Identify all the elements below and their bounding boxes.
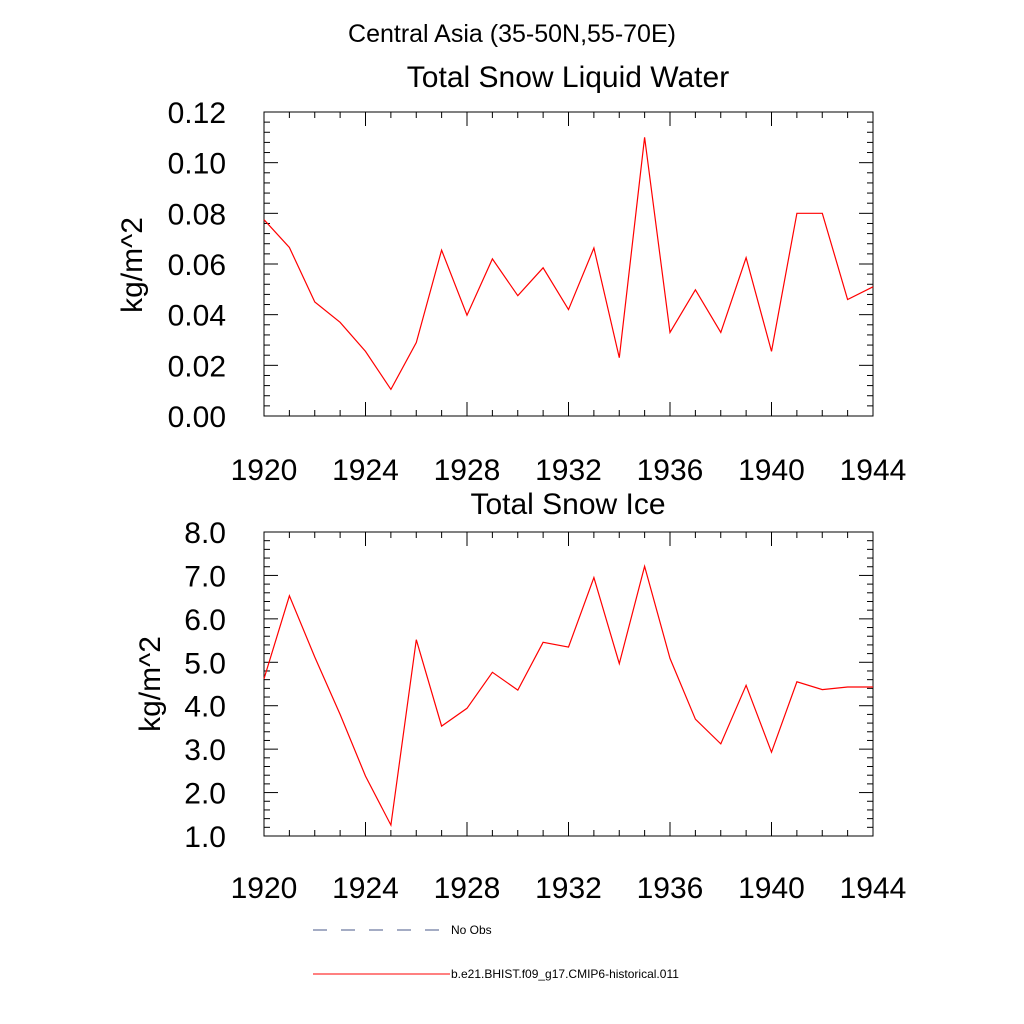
plot-frame xyxy=(263,111,874,417)
x-tick-label: 1940 xyxy=(738,872,805,905)
x-tick-label: 1928 xyxy=(434,872,501,905)
y-tick-label: 0.06 xyxy=(168,249,226,282)
y-tick-label: 0.10 xyxy=(168,148,226,181)
plot-frame xyxy=(263,531,874,837)
y-tick-label: 1.0 xyxy=(184,821,226,854)
y-tick-label: 0.08 xyxy=(168,198,226,231)
x-tick-label: 1936 xyxy=(637,872,704,905)
x-tick-label: 1924 xyxy=(332,872,399,905)
x-tick-label: 1944 xyxy=(840,454,907,487)
y-tick-label: 7.0 xyxy=(184,560,226,593)
x-tick-label: 1924 xyxy=(332,454,399,487)
chart-title-snow-liquid-water: Total Snow Liquid Water xyxy=(407,61,729,94)
x-tick-label: 1932 xyxy=(535,872,602,905)
y-tick-label: 0.02 xyxy=(168,350,226,383)
x-tick-label: 1940 xyxy=(738,454,805,487)
y-tick-label: 0.04 xyxy=(168,300,226,333)
x-tick-label: 1944 xyxy=(840,872,907,905)
x-tick-label: 1928 xyxy=(434,454,501,487)
y-tick-label: 8.0 xyxy=(184,517,226,550)
series-line xyxy=(263,137,874,391)
chart-panel-snow-liquid-water: Total Snow Liquid Water kg/m^2 1920 1924 1… xyxy=(116,61,906,487)
y-axis-label-snow-ice: kg/m^2 xyxy=(134,636,167,732)
legend-label-model-run: b.e21.BHIST.f09_g17.CMIP6-historical.011 xyxy=(451,967,679,981)
y-tick-label: 6.0 xyxy=(184,604,226,637)
legend: No Obs b.e21.BHIST.f09_g17.CMIP6-histori… xyxy=(313,923,679,981)
y-axis-label-snow-liquid-water: kg/m^2 xyxy=(116,217,149,313)
main-title: Central Asia (35-50N,55-70E) xyxy=(348,20,676,48)
legend-label-no-obs: No Obs xyxy=(451,923,492,937)
chart-title-snow-ice: Total Snow Ice xyxy=(470,488,665,521)
y-tick-label: 3.0 xyxy=(184,734,226,767)
chart-panel-snow-ice: Total Snow Ice kg/m^2 1920 1924 1928 1932 19… xyxy=(134,488,906,905)
x-tick-label: 1936 xyxy=(637,454,704,487)
y-tick-label: 0.00 xyxy=(168,401,226,434)
series-line xyxy=(263,563,873,828)
x-tick-label: 1920 xyxy=(231,454,298,487)
y-tick-label: 5.0 xyxy=(184,647,226,680)
x-tick-label: 1920 xyxy=(231,872,298,905)
x-tick-label: 1932 xyxy=(535,454,602,487)
y-tick-label: 0.12 xyxy=(168,97,226,130)
y-tick-label: 2.0 xyxy=(184,778,226,811)
y-tick-label: 4.0 xyxy=(184,691,226,724)
